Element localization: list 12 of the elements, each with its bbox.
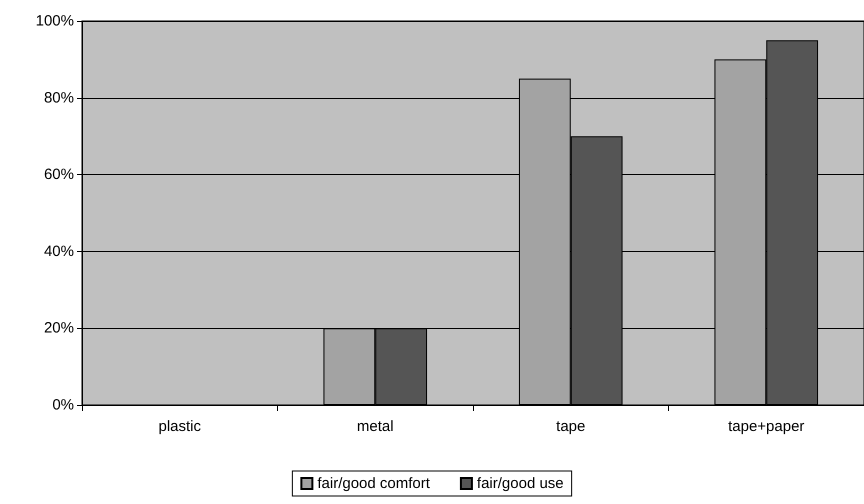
y-tick-label: 60%: [44, 166, 74, 184]
legend-label: fair/good use: [476, 475, 564, 492]
y-tick-label: 100%: [36, 12, 74, 30]
y-tick-label: 40%: [44, 242, 74, 260]
x-tick-label: metal: [356, 418, 394, 435]
legend-label: fair/good comfort: [317, 475, 431, 492]
y-tick-label: 0%: [52, 396, 74, 414]
x-tick-label: tape: [556, 418, 586, 435]
y-tick-label: 20%: [44, 320, 74, 337]
y-tick-label: 80%: [44, 89, 74, 106]
x-tick-label: tape+paper: [728, 418, 804, 435]
x-tick-label: plastic: [158, 418, 202, 435]
